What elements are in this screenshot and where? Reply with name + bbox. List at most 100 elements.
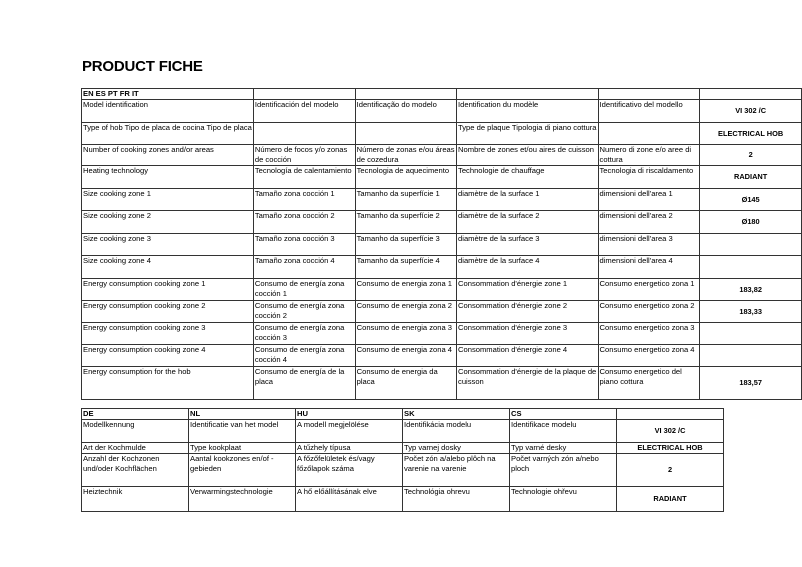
table-cell: Consumo de energia zona 4 xyxy=(354,344,458,367)
cell-text: Tamaño zona cocción 2 xyxy=(254,211,335,220)
cell-text: Energy consumption cooking zone 4 xyxy=(83,345,206,354)
cell-text: Energy consumption cooking zone 1 xyxy=(83,279,206,288)
cell-text: Type of hob Tipo de placa de cocina Tipo… xyxy=(83,123,252,132)
cell-text: Consommation d'énergie zone 1 xyxy=(458,279,568,288)
table-cell: Anzahl der Kochzonen und/oder Kochfläche… xyxy=(81,453,189,487)
value-cell: 183,33 xyxy=(699,300,802,323)
cell-text: Consumo de energía zona cocción 2 xyxy=(254,301,345,320)
table-cell: dimensioni dell'area 1 xyxy=(597,188,701,211)
cell-text: Heating technology xyxy=(83,166,149,175)
table-cell: Consumo de energia zona 3 xyxy=(354,322,458,345)
cell-text: Numero di zone e/o aree di cottura xyxy=(599,145,692,164)
cell-text: Identificativo del modello xyxy=(599,100,683,109)
cell-text: dimensioni dell'area 3 xyxy=(599,234,673,243)
cell-text: Ø145 xyxy=(741,194,760,204)
cell-text: ELECTRICAL HOB xyxy=(637,443,703,452)
cell-text: Tecnología de calentamiento xyxy=(254,166,352,175)
table-cell: Consumo energetico zona 2 xyxy=(597,300,701,323)
cell-text: Número de focos y/o zonas de cocción xyxy=(254,145,348,164)
value-cell: 183,82 xyxy=(699,278,802,301)
cell-text: Aantal kookzones en/of -gebieden xyxy=(190,454,274,473)
table-cell: Aantal kookzones en/of -gebieden xyxy=(188,453,296,487)
cell-text: Nombre de zones et/ou aires de cuisson xyxy=(458,145,594,154)
cell-text: Tamanho da superfície 1 xyxy=(356,189,440,198)
table-cell: Tamanho da superfície 3 xyxy=(354,233,458,256)
cell-text: SK xyxy=(404,409,415,418)
cell-text: Consommation d'énergie zone 4 xyxy=(458,345,568,354)
table-cell: Type kookplaat xyxy=(188,442,296,454)
value-cell xyxy=(699,344,802,367)
cell-text: Tecnologia de aquecimento xyxy=(356,166,450,175)
cell-text: Número de zonas e/ou áreas de cozedura xyxy=(356,145,455,164)
table-row: Size cooking zone 1 Tamaño zona cocción 1… xyxy=(81,188,802,211)
table-cell: Identificatie van het model xyxy=(188,419,296,443)
table-cell: Consommation d'énergie zone 3 xyxy=(456,322,599,345)
cell-text: Identifikácia modelu xyxy=(404,420,472,429)
value-cell: 2 xyxy=(616,453,724,487)
table-cell: diamètre de la surface 1 xyxy=(456,188,599,211)
table-cell: HU xyxy=(295,408,403,420)
cell-text: CS xyxy=(511,409,522,418)
table-cell: Consumo de energía zona cocción 3 xyxy=(252,322,356,345)
cell-text: Size cooking zone 1 xyxy=(83,189,151,198)
table-cell: Identifikace modelu xyxy=(509,419,617,443)
cell-text: Modellkennung xyxy=(83,420,135,429)
table-cell: Identificación del modelo xyxy=(252,99,356,123)
cell-text: A modell megjelölése xyxy=(297,420,369,429)
table-cell: Consumo de energia zona 2 xyxy=(354,300,458,323)
table-cell: Identifikácia modelu xyxy=(402,419,510,443)
product-fiche-table-en-es-pt-fr-it: EN ES PT FR IT Model identification Identi… xyxy=(81,88,802,400)
table-row: Number of cooking zones and/or areas Núme… xyxy=(81,144,802,166)
cell-text: VI 302 /C xyxy=(654,426,686,435)
cell-text: Consumo de energía zona cocción 1 xyxy=(254,279,345,298)
table-cell: Energy consumption cooking zone 3 xyxy=(81,322,254,345)
table-cell xyxy=(597,88,701,100)
cell-text: Počet zón a/alebo plôch na varenie na va… xyxy=(404,454,496,473)
table-cell: dimensioni dell'area 4 xyxy=(597,255,701,279)
table-cell: Consumo energetico del piano cottura xyxy=(597,366,701,400)
cell-text: Identification du modèle xyxy=(458,100,539,109)
cell-text: Identificação do modelo xyxy=(356,100,437,109)
cell-text: Consumo energetico zona 3 xyxy=(599,323,695,332)
cell-text: diamètre de la surface 2 xyxy=(458,211,540,220)
cell-text: diamètre de la surface 1 xyxy=(458,189,540,198)
cell-text: 183,33 xyxy=(739,306,762,316)
cell-text: Verwarmingstechnologie xyxy=(190,487,273,496)
table-cell: Identificação do modelo xyxy=(354,99,458,123)
table-cell: Consommation d'énergie zone 4 xyxy=(456,344,599,367)
table-cell: Identification du modèle xyxy=(456,99,599,123)
cell-text: Technologie de chauffage xyxy=(458,166,545,175)
table-cell: A tűzhely típusa xyxy=(295,442,403,454)
table-cell: SK xyxy=(402,408,510,420)
value-cell: RADIANT xyxy=(616,486,724,512)
cell-text: Consumo de energia zona 1 xyxy=(356,279,453,288)
cell-text: Energy consumption cooking zone 2 xyxy=(83,301,206,310)
cell-text: Typ varné desky xyxy=(511,443,567,452)
table-row: Size cooking zone 2 Tamaño zona cocción 2… xyxy=(81,210,802,234)
value-cell xyxy=(699,233,802,256)
cell-text: Identificatie van het model xyxy=(190,420,279,429)
table-cell: Consommation d'énergie de la plaque de c… xyxy=(456,366,599,400)
table-cell: Consommation d'énergie zone 2 xyxy=(456,300,599,323)
cell-text: Tecnologia di riscaldamento xyxy=(599,166,694,175)
cell-text: RADIANT xyxy=(653,494,687,503)
cell-text: EN ES PT FR IT xyxy=(83,89,139,98)
cell-text: Tamanho da superfície 3 xyxy=(356,234,440,243)
value-cell: RADIANT xyxy=(699,165,802,189)
table-cell: Energy consumption for the hob xyxy=(81,366,254,400)
table-cell: Tecnologia de aquecimento xyxy=(354,165,458,189)
table-cell: Size cooking zone 1 xyxy=(81,188,254,211)
cell-text: ELECTRICAL HOB xyxy=(718,128,784,138)
cell-text: A hő előállításának elve xyxy=(297,487,377,496)
cell-text: Identifikace modelu xyxy=(511,420,577,429)
cell-text: Typ varnej dosky xyxy=(404,443,461,452)
table-cell: Consumo energetico zona 1 xyxy=(597,278,701,301)
cell-text: dimensioni dell'area 2 xyxy=(599,211,673,220)
cell-text: Consumo energetico zona 4 xyxy=(599,345,695,354)
cell-text: Technologie ohřevu xyxy=(511,487,577,496)
table-cell: Model identification xyxy=(81,99,254,123)
table-cell: diamètre de la surface 3 xyxy=(456,233,599,256)
table-cell: Tecnologia di riscaldamento xyxy=(597,165,701,189)
table-cell: Type of hob Tipo de placa de cocina Tipo… xyxy=(81,122,254,145)
cell-text: Tamanho da superfície 2 xyxy=(356,211,440,220)
